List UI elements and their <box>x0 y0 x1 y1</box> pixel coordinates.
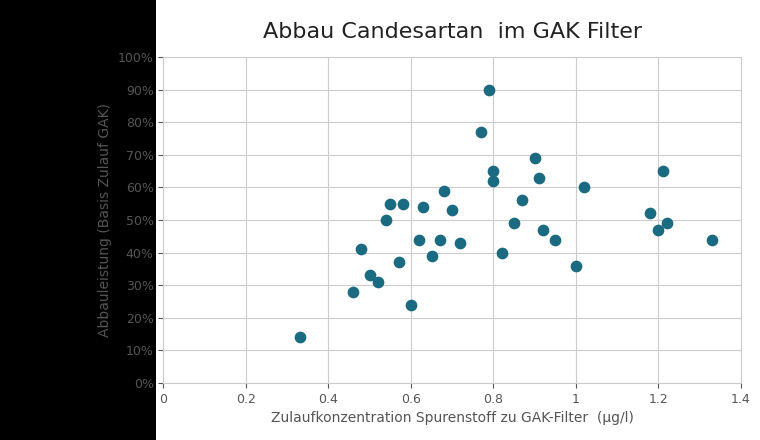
Point <box>363 272 375 279</box>
Point <box>417 203 429 210</box>
Point <box>487 177 499 184</box>
Point <box>657 168 669 175</box>
Point <box>475 128 487 136</box>
X-axis label: Zulaufkonzentration Spurenstoff zu GAK-Filter  (µg/l): Zulaufkonzentration Spurenstoff zu GAK-F… <box>271 411 634 425</box>
Point <box>446 207 458 214</box>
Point <box>293 334 306 341</box>
Point <box>413 236 426 243</box>
Text: Abbau Candesartan  im GAK Filter: Abbau Candesartan im GAK Filter <box>263 22 641 42</box>
Point <box>487 168 499 175</box>
Point <box>660 220 673 227</box>
Point <box>578 184 591 191</box>
Point <box>706 236 718 243</box>
Point <box>483 86 496 93</box>
Point <box>570 262 582 269</box>
Point <box>508 220 520 227</box>
Point <box>397 200 409 207</box>
Point <box>405 301 417 308</box>
Point <box>392 259 404 266</box>
Point <box>385 200 397 207</box>
Point <box>549 236 562 243</box>
Point <box>380 216 392 224</box>
Point <box>533 174 545 181</box>
Point <box>426 252 438 259</box>
Point <box>644 210 657 217</box>
Point <box>496 249 508 256</box>
Point <box>516 197 528 204</box>
Point <box>347 288 359 295</box>
Point <box>454 239 467 246</box>
Point <box>652 226 664 233</box>
Point <box>372 279 384 286</box>
Point <box>529 154 541 161</box>
Y-axis label: Abbauleistung (Basis Zulauf GAK): Abbauleistung (Basis Zulauf GAK) <box>98 103 112 337</box>
Point <box>537 226 549 233</box>
Point <box>438 187 450 194</box>
Point <box>356 246 368 253</box>
Point <box>434 236 446 243</box>
